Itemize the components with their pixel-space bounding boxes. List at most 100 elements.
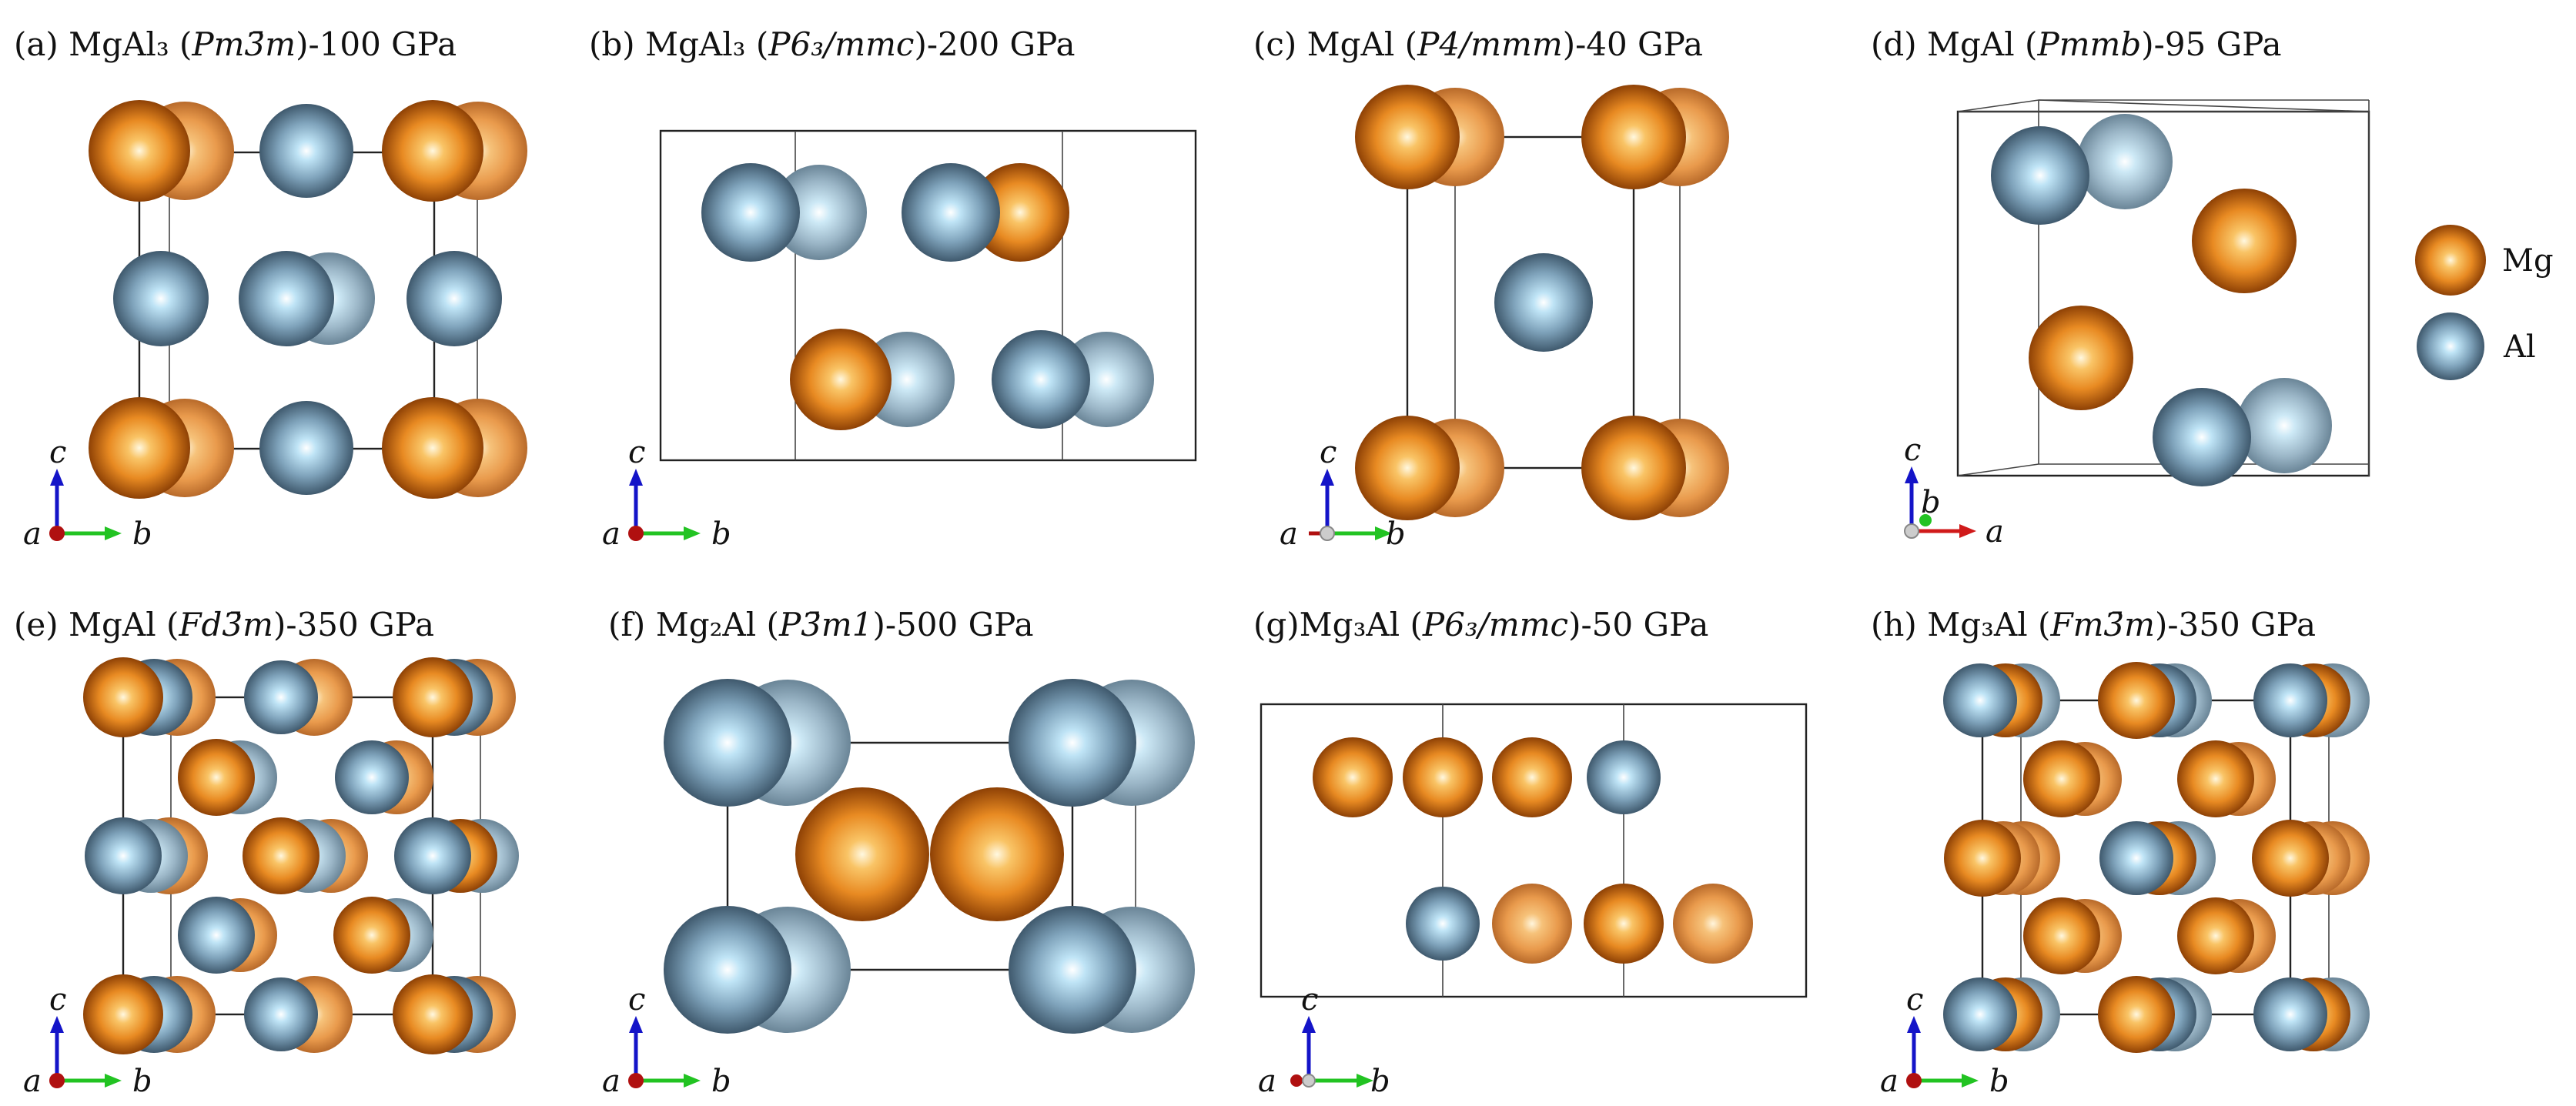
mg-atom bbox=[393, 657, 473, 737]
pressure: 40 GPa bbox=[1586, 25, 1703, 63]
unit-cell-front bbox=[659, 129, 1197, 462]
al-atom bbox=[2253, 977, 2327, 1051]
axis-label-a: a bbox=[1280, 516, 1298, 552]
panel-b-structure bbox=[659, 129, 1197, 462]
pressure: 95 GPa bbox=[2165, 25, 2282, 63]
panel-f-structure bbox=[664, 679, 1195, 1034]
c-axis-arrowhead bbox=[629, 469, 643, 486]
c-axis-arrowhead bbox=[50, 469, 64, 486]
svg-text:(f) Mg₂Al (P3̄m1)-500 GPa: (f) Mg₂Al (P3̄m1)-500 GPa bbox=[608, 606, 1034, 643]
al-atom bbox=[1943, 663, 2017, 737]
a-axis-dot bbox=[1906, 1073, 1922, 1088]
space-group: P6₃/mmc bbox=[1422, 606, 1568, 643]
panel-h-title: (h) Mg₃Al (Fm3̄m)-350 GPa bbox=[1871, 606, 2316, 643]
svg-text:(b) MgAl₃ (P6₃/mmc)-200 GPa: (b) MgAl₃ (P6₃/mmc)-200 GPa bbox=[589, 25, 1076, 63]
svg-text:(e) MgAl (Fd3̄m)-350 GPa: (e) MgAl (Fd3̄m)-350 GPa bbox=[14, 606, 434, 643]
formula: MgAl bbox=[69, 606, 156, 643]
axis-label-c: c bbox=[49, 982, 66, 1017]
mg-atom bbox=[1492, 737, 1572, 817]
b-axis-arrowhead bbox=[105, 526, 122, 540]
mg-atom bbox=[382, 397, 483, 499]
al-atom bbox=[902, 163, 1000, 262]
axis-label-a: a bbox=[23, 516, 42, 552]
axis-label-c: c bbox=[628, 435, 645, 470]
mg-atom bbox=[83, 657, 163, 737]
panel-g-title: (g)Mg₃Al (P6₃/mmc)-50 GPa bbox=[1253, 606, 1708, 643]
panel-label: (d) bbox=[1871, 25, 1917, 63]
axes-g: a c b bbox=[1258, 982, 1390, 1099]
mg-atom bbox=[795, 787, 929, 921]
al-atom bbox=[1587, 740, 1661, 814]
legend-label-mg: Mg bbox=[2502, 243, 2554, 279]
al-atom bbox=[244, 977, 318, 1051]
al-atom bbox=[239, 251, 334, 346]
axis-label-a: a bbox=[602, 516, 621, 552]
panel-h-structure bbox=[1943, 662, 2370, 1053]
al-atom bbox=[394, 817, 471, 894]
mg-atom bbox=[1403, 737, 1483, 817]
axes-a: a c b bbox=[23, 435, 152, 552]
svg-text:(c) MgAl (P4/mmm)-40 GPa: (c) MgAl (P4/mmm)-40 GPa bbox=[1253, 25, 1703, 63]
mg-atom bbox=[930, 787, 1064, 921]
pressure: 100 GPa bbox=[319, 25, 457, 63]
axis-label-a: a bbox=[1880, 1064, 1899, 1099]
panel-c-title: (c) MgAl (P4/mmm)-40 GPa bbox=[1253, 25, 1703, 63]
mg-atom bbox=[2023, 740, 2100, 817]
formula: Mg₃Al bbox=[1927, 606, 2028, 643]
panel-a-structure bbox=[89, 100, 527, 499]
space-group: P6₃/mmc bbox=[768, 25, 914, 63]
formula: MgAl₃ bbox=[645, 25, 746, 63]
panel-c-structure bbox=[1355, 85, 1729, 520]
svg-text:(a) MgAl₃ (Pm3̄m)-100 GPa: (a) MgAl₃ (Pm3̄m)-100 GPa bbox=[14, 25, 457, 63]
al-atom bbox=[259, 104, 353, 198]
pressure: 200 GPa bbox=[938, 25, 1075, 63]
svg-text:(d) MgAl (Pmmb)-95 GPa: (d) MgAl (Pmmb)-95 GPa bbox=[1871, 25, 2282, 63]
mg-atom bbox=[393, 974, 473, 1054]
al-atom bbox=[406, 251, 502, 346]
al-atom bbox=[664, 679, 791, 807]
al-atom bbox=[85, 817, 162, 894]
al-atom bbox=[1991, 126, 2089, 225]
c-axis-arrowhead bbox=[1907, 1016, 1921, 1033]
al-atom bbox=[701, 163, 800, 262]
axis-label-a: a bbox=[1986, 514, 2004, 550]
c-axis-arrowhead bbox=[1302, 1016, 1316, 1033]
mg-atom bbox=[1581, 416, 1686, 520]
al-atom bbox=[2099, 821, 2173, 895]
panel-g-structure bbox=[1260, 703, 1808, 998]
unit-cell-back bbox=[1957, 99, 2370, 112]
space-group: Fd3̄m bbox=[178, 606, 273, 643]
mg-atom bbox=[2177, 897, 2254, 974]
mg-atom bbox=[1944, 820, 2021, 897]
mg-atom bbox=[971, 163, 1069, 262]
axis-label-b: b bbox=[1921, 485, 1941, 520]
a-axis-dot bbox=[1290, 1074, 1303, 1087]
c-axis-arrowhead bbox=[629, 1016, 643, 1033]
mg-atom bbox=[83, 974, 163, 1054]
formula: Mg₂Al bbox=[656, 606, 757, 643]
panel-label: (b) bbox=[589, 25, 635, 63]
formula: Mg₃Al bbox=[1300, 606, 1400, 643]
panel-label: (g) bbox=[1253, 606, 1300, 643]
al-atom bbox=[1406, 887, 1480, 961]
al-atom-back bbox=[2077, 114, 2173, 209]
al-atom bbox=[1009, 906, 1136, 1034]
c-axis-arrowhead bbox=[1320, 469, 1334, 486]
mg-atom bbox=[790, 329, 892, 430]
mg-atom-back bbox=[1673, 884, 1753, 964]
axes-h: a c b bbox=[1880, 982, 2009, 1099]
mg-atom bbox=[1581, 85, 1686, 189]
formula: MgAl bbox=[1307, 25, 1395, 63]
al-atom bbox=[178, 897, 255, 974]
space-group: Fm3̄m bbox=[2049, 606, 2155, 643]
panel-e-structure bbox=[83, 657, 519, 1054]
b-axis-arrowhead bbox=[684, 526, 701, 540]
legend: Mg Al bbox=[2415, 225, 2554, 380]
mg-atom bbox=[243, 817, 319, 894]
panel-label: (h) bbox=[1871, 606, 1917, 643]
panel-e-title: (e) MgAl (Fd3̄m)-350 GPa bbox=[14, 606, 434, 643]
axis-label-b: b bbox=[132, 1064, 152, 1099]
mg-atom bbox=[2098, 976, 2175, 1053]
al-atom-back bbox=[2236, 378, 2332, 473]
a-axis-dot bbox=[628, 1073, 644, 1088]
